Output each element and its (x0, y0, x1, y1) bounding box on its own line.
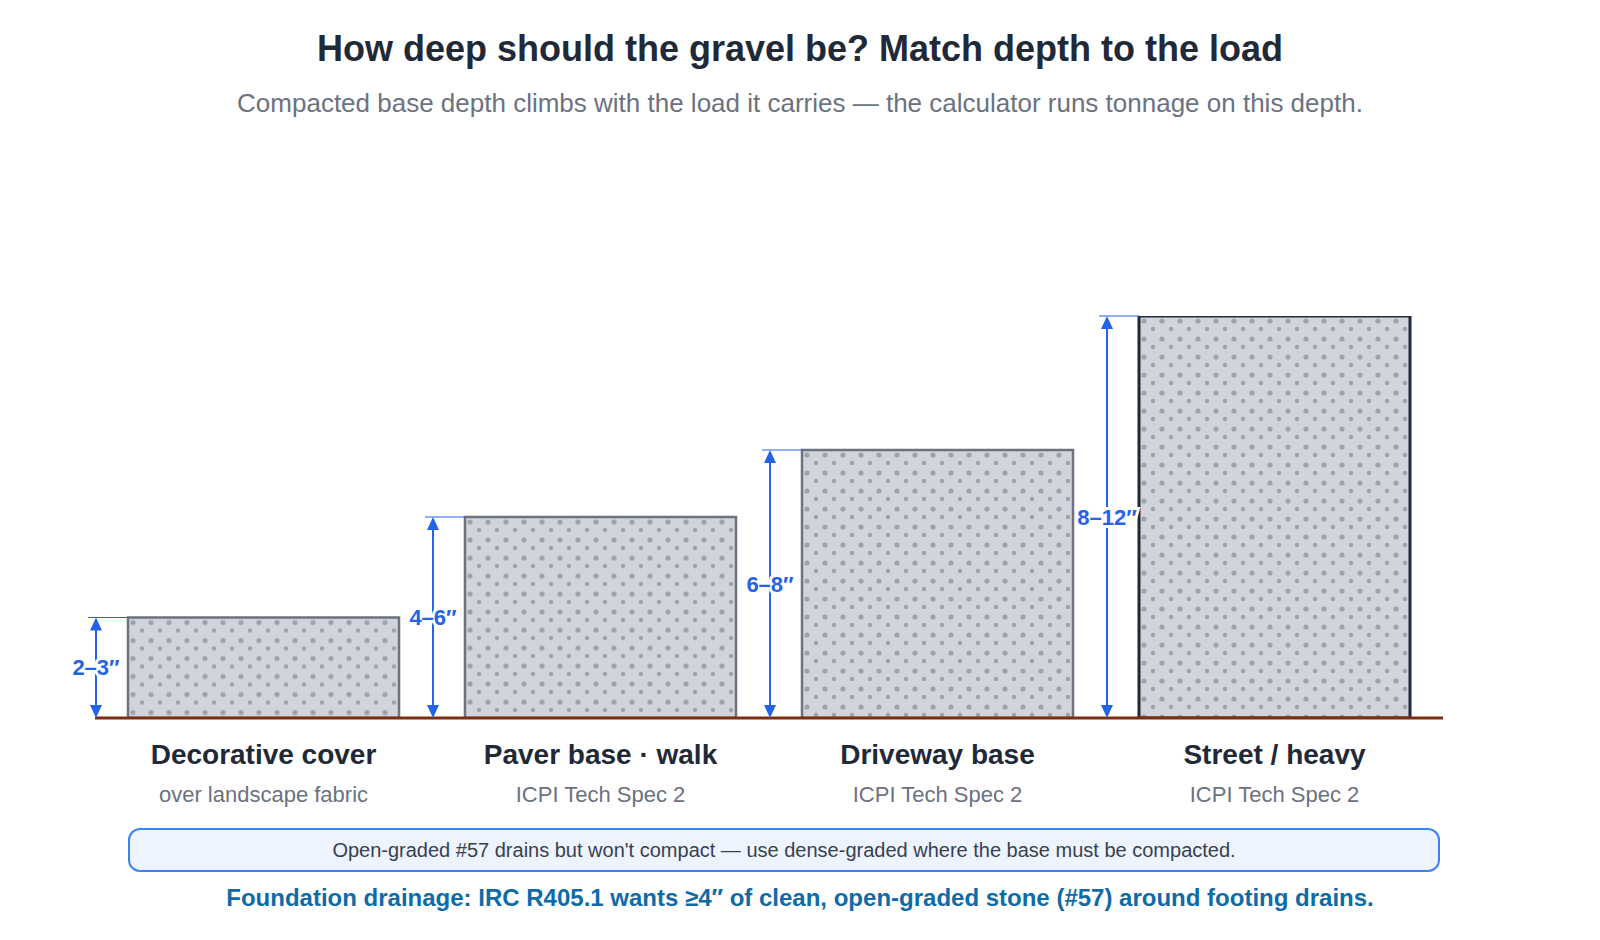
svg-text:ICPI Tech Spec 2: ICPI Tech Spec 2 (516, 782, 686, 807)
svg-text:Driveway base: Driveway base (840, 739, 1035, 770)
html-text:Foundation drainage: IRC R405.: Foundation drainage: IRC R405.1 wants ≥4… (226, 884, 1374, 911)
svg-text:4–6″: 4–6″ (409, 605, 457, 630)
html-text:How deep should the gravel be?: How deep should the gravel be? Match dep… (317, 28, 1283, 69)
svg-text:6–8″: 6–8″ (746, 572, 794, 597)
svg-text:ICPI Tech Spec 2: ICPI Tech Spec 2 (1190, 782, 1360, 807)
svg-text:ICPI Tech Spec 2: ICPI Tech Spec 2 (853, 782, 1023, 807)
svg-text:Paver base · walk: Paver base · walk (484, 739, 718, 770)
svg-text:2–3″: 2–3″ (72, 655, 120, 680)
svg-text:8–12″: 8–12″ (1077, 505, 1137, 530)
svg-text:Street / heavy: Street / heavy (1183, 739, 1366, 770)
svg-text:Decorative cover: Decorative cover (151, 739, 377, 770)
html-text:Compacted base depth climbs wi: Compacted base depth climbs with the loa… (237, 88, 1363, 118)
html-text:Open-graded #57 drains but won: Open-graded #57 drains but won't compact… (332, 838, 1236, 861)
svg-text:over landscape fabric: over landscape fabric (159, 782, 368, 807)
